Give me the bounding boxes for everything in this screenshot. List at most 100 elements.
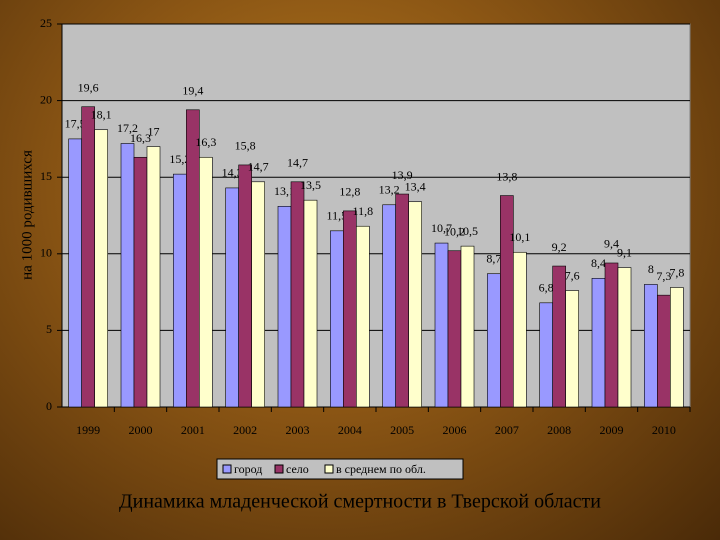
- bar: [120, 143, 135, 408]
- bar: [487, 273, 501, 408]
- x-tick-label: 2005: [390, 423, 414, 437]
- value-label: 14,3: [222, 166, 243, 180]
- bar: [657, 294, 671, 408]
- value-label: 13,5: [300, 178, 321, 192]
- bar: [277, 206, 292, 408]
- value-label: 9,2: [552, 240, 567, 254]
- bar: [343, 210, 357, 408]
- value-label: 8,4: [591, 256, 606, 270]
- value-label: 13,2: [379, 183, 400, 197]
- value-label: 6,8: [539, 281, 554, 295]
- y-tick-label: 10: [40, 246, 52, 260]
- value-label: 8: [648, 262, 654, 276]
- value-label: 18,1: [91, 107, 112, 121]
- legend-swatch: [324, 464, 334, 474]
- bar: [173, 173, 187, 408]
- bar: [251, 181, 265, 408]
- bar: [225, 187, 239, 408]
- bar: [617, 267, 632, 408]
- bar: [591, 278, 606, 408]
- legend-label: в среднем по обл.: [336, 462, 426, 476]
- legend: [216, 458, 464, 480]
- bar: [434, 242, 449, 408]
- legend-label: село: [286, 462, 309, 476]
- value-label: 19,4: [182, 84, 203, 98]
- bar: [146, 146, 161, 408]
- value-label: 16,3: [195, 135, 216, 149]
- bar: [552, 265, 566, 408]
- value-label: 15,8: [235, 139, 256, 153]
- x-tick-label: 2008: [547, 423, 571, 437]
- bar: [68, 138, 82, 408]
- bar: [94, 129, 108, 408]
- chart-title: Динамика младенческой смертности в Тверс…: [119, 491, 601, 513]
- x-tick-label: 2004: [338, 423, 362, 437]
- bar: [199, 156, 213, 408]
- plot-area: [61, 23, 691, 408]
- bar: [513, 251, 527, 408]
- value-label: 19,6: [78, 80, 99, 94]
- x-tick-label: 2006: [443, 423, 467, 437]
- value-label: 7,8: [669, 265, 684, 279]
- value-label: 8,7: [486, 251, 501, 265]
- value-label: 13,4: [405, 179, 426, 193]
- y-axis-label: на 1000 родившихся: [19, 150, 35, 280]
- bar: [186, 109, 200, 408]
- value-label: 13,1: [274, 184, 295, 198]
- value-label: 15,2: [169, 152, 190, 166]
- bar: [133, 156, 148, 408]
- value-label: 13,8: [496, 169, 517, 183]
- value-label: 13,9: [392, 168, 413, 182]
- x-tick-label: 2003: [286, 423, 310, 437]
- value-label: 17,2: [117, 121, 138, 135]
- value-label: 14,7: [287, 156, 308, 170]
- bar: [382, 204, 396, 408]
- bar: [604, 262, 619, 408]
- value-label: 11,5: [327, 209, 348, 223]
- value-label: 10,1: [509, 230, 530, 244]
- bar: [500, 195, 514, 408]
- x-tick-label: 2000: [129, 423, 153, 437]
- value-label: 9,4: [604, 237, 619, 251]
- bar: [81, 106, 95, 408]
- legend-label: город: [234, 462, 262, 476]
- x-tick-label: 2009: [600, 423, 624, 437]
- value-label: 17,5: [65, 117, 86, 131]
- bar: [395, 193, 409, 408]
- value-label: 7,3: [656, 269, 671, 283]
- bar: [356, 225, 370, 408]
- bar: [238, 164, 252, 408]
- value-label: 11,8: [353, 204, 374, 218]
- bar: [670, 287, 684, 408]
- bar: [408, 201, 422, 408]
- y-tick-label: 0: [46, 399, 52, 413]
- value-label: 12,8: [339, 185, 360, 199]
- legend-swatch: [222, 464, 232, 474]
- y-tick-label: 15: [40, 169, 52, 183]
- bar: [539, 302, 553, 408]
- x-tick-label: 2010: [652, 423, 676, 437]
- value-label: 7,6: [565, 268, 580, 282]
- bar: [290, 181, 305, 408]
- x-tick-label: 1999: [76, 423, 100, 437]
- bar: [447, 250, 462, 408]
- value-label: 10,2: [444, 224, 465, 238]
- x-tick-label: 2007: [495, 423, 519, 437]
- bar: [303, 199, 318, 408]
- x-tick-label: 2001: [181, 423, 205, 437]
- legend-swatch: [274, 464, 284, 474]
- bar: [644, 284, 658, 408]
- y-tick-label: 20: [40, 92, 52, 106]
- y-tick-label: 25: [40, 16, 52, 30]
- value-label: 17: [148, 124, 160, 138]
- value-label: 9,1: [617, 245, 632, 259]
- value-label: 10,5: [457, 224, 478, 238]
- value-label: 10,7: [431, 221, 452, 235]
- value-label: 14,7: [248, 160, 269, 174]
- value-label: 16,3: [130, 131, 151, 145]
- bar: [460, 245, 475, 408]
- bar: [330, 230, 344, 408]
- y-tick-label: 5: [46, 322, 52, 336]
